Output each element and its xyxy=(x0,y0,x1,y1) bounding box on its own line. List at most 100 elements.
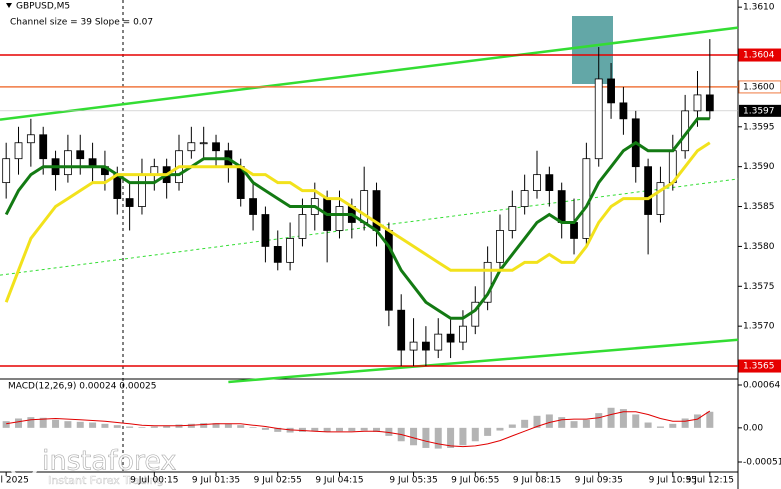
candle-body xyxy=(2,158,11,184)
macd-bar xyxy=(52,419,60,428)
macd-bar xyxy=(484,427,492,436)
macd-bar xyxy=(101,423,109,428)
marks xyxy=(0,26,739,449)
macd-bar xyxy=(113,425,121,428)
macd-tick-label: 0.00 xyxy=(743,423,763,433)
candle-body xyxy=(76,150,85,160)
macd-bar xyxy=(89,422,97,428)
candle-body xyxy=(261,214,270,247)
macd-bar xyxy=(298,427,306,432)
candle-body xyxy=(335,206,344,231)
macd-bar xyxy=(261,427,269,430)
macd-bar xyxy=(508,424,516,428)
x-tick-label: 9 Jul 02:55 xyxy=(254,476,302,486)
y-tick-label: 1.3610 xyxy=(743,3,775,13)
candle-body xyxy=(273,246,282,263)
candle-body xyxy=(39,134,48,160)
moving-average xyxy=(4,141,711,303)
candle-body xyxy=(570,222,578,239)
channel-line xyxy=(0,26,739,121)
candle-body xyxy=(508,206,517,231)
candle-body xyxy=(187,142,196,152)
candle-body xyxy=(459,325,467,343)
candle-body xyxy=(545,174,554,191)
candle-body xyxy=(594,78,603,160)
macd-bar xyxy=(200,423,208,428)
macd-bar xyxy=(669,423,677,428)
candle-body xyxy=(421,341,430,351)
x-tick-label: 8 Jul 2025 xyxy=(0,476,29,486)
candle-body xyxy=(138,174,146,207)
macd-bar xyxy=(422,427,430,448)
x-tick-label: 9 Jul 04:15 xyxy=(315,476,363,486)
candle-body xyxy=(14,142,23,160)
candle-body xyxy=(397,309,406,351)
x-tick-label: 9 Jul 05:35 xyxy=(389,476,437,486)
macd-bar xyxy=(607,407,615,428)
symbol-arrow xyxy=(6,3,12,8)
macd-bar xyxy=(570,421,578,428)
macd-bar xyxy=(644,422,652,428)
y-tick-label: 1.3595 xyxy=(743,122,775,132)
macd-bar xyxy=(410,427,418,446)
macd-bar xyxy=(373,427,381,432)
macd-tick-label: 0.00064 xyxy=(743,381,780,391)
macd-bar xyxy=(64,421,72,428)
candle-body xyxy=(409,341,418,351)
current-price-box xyxy=(739,104,781,117)
macd-bar xyxy=(163,425,171,428)
candle-body xyxy=(520,190,529,207)
macd-bar xyxy=(533,415,541,428)
candle-body xyxy=(286,238,295,263)
y-tick-label: 1.3575 xyxy=(743,282,775,292)
current-price-label: 1.3597 xyxy=(743,106,775,116)
candle-body xyxy=(483,261,492,303)
level-label-box xyxy=(738,80,781,94)
x-tick-label: 9 Jul 00:15 xyxy=(130,476,178,486)
macd-bar xyxy=(595,413,603,428)
candle-body xyxy=(533,174,541,191)
x-tick-label: 9 Jul 08:15 xyxy=(513,476,561,486)
macd-bar xyxy=(582,419,590,428)
macd-bar xyxy=(27,417,35,428)
candle-body xyxy=(496,230,504,263)
macd-bar xyxy=(335,427,343,432)
candle-body xyxy=(113,174,122,199)
level-label-box xyxy=(738,359,781,373)
macd-bar xyxy=(632,414,640,428)
macd-bar xyxy=(187,423,195,428)
macd-bar xyxy=(249,427,257,428)
y-tick-label: 1.3570 xyxy=(743,322,775,332)
candle-body xyxy=(607,78,615,104)
x-tick-label: 9 Jul 12:15 xyxy=(686,476,734,486)
candle-body xyxy=(705,94,714,112)
macd-bar xyxy=(2,421,10,428)
macd-bar xyxy=(15,418,23,428)
level-label: 1.3604 xyxy=(743,51,775,61)
macd-bar xyxy=(496,427,504,431)
y-tick-label: 1.3585 xyxy=(743,202,775,212)
candle-body xyxy=(619,102,628,120)
candle-body xyxy=(212,142,220,152)
candle-body xyxy=(298,214,307,239)
level-label: 1.3565 xyxy=(743,362,775,372)
watermark-text: instaforex xyxy=(42,446,176,477)
macd-bar xyxy=(224,423,232,428)
x-tick-label: 9 Jul 10:55 xyxy=(649,476,697,486)
macd-bar xyxy=(150,426,158,428)
macd-bar xyxy=(323,427,331,432)
macd-bar xyxy=(138,427,146,428)
highlight-zone xyxy=(572,16,613,84)
macd-bar xyxy=(434,427,442,449)
y-tick-label: 1.3590 xyxy=(743,162,775,172)
macd-bar xyxy=(126,426,134,428)
macd-bar xyxy=(471,427,479,442)
macd-bar xyxy=(706,411,714,428)
macd-bar xyxy=(619,409,627,428)
x-tick-label: 9 Jul 09:35 xyxy=(575,476,623,486)
candle-body xyxy=(26,134,35,144)
macd-bar xyxy=(360,427,368,431)
macd-bar xyxy=(237,425,245,428)
macd-bar xyxy=(656,426,664,428)
